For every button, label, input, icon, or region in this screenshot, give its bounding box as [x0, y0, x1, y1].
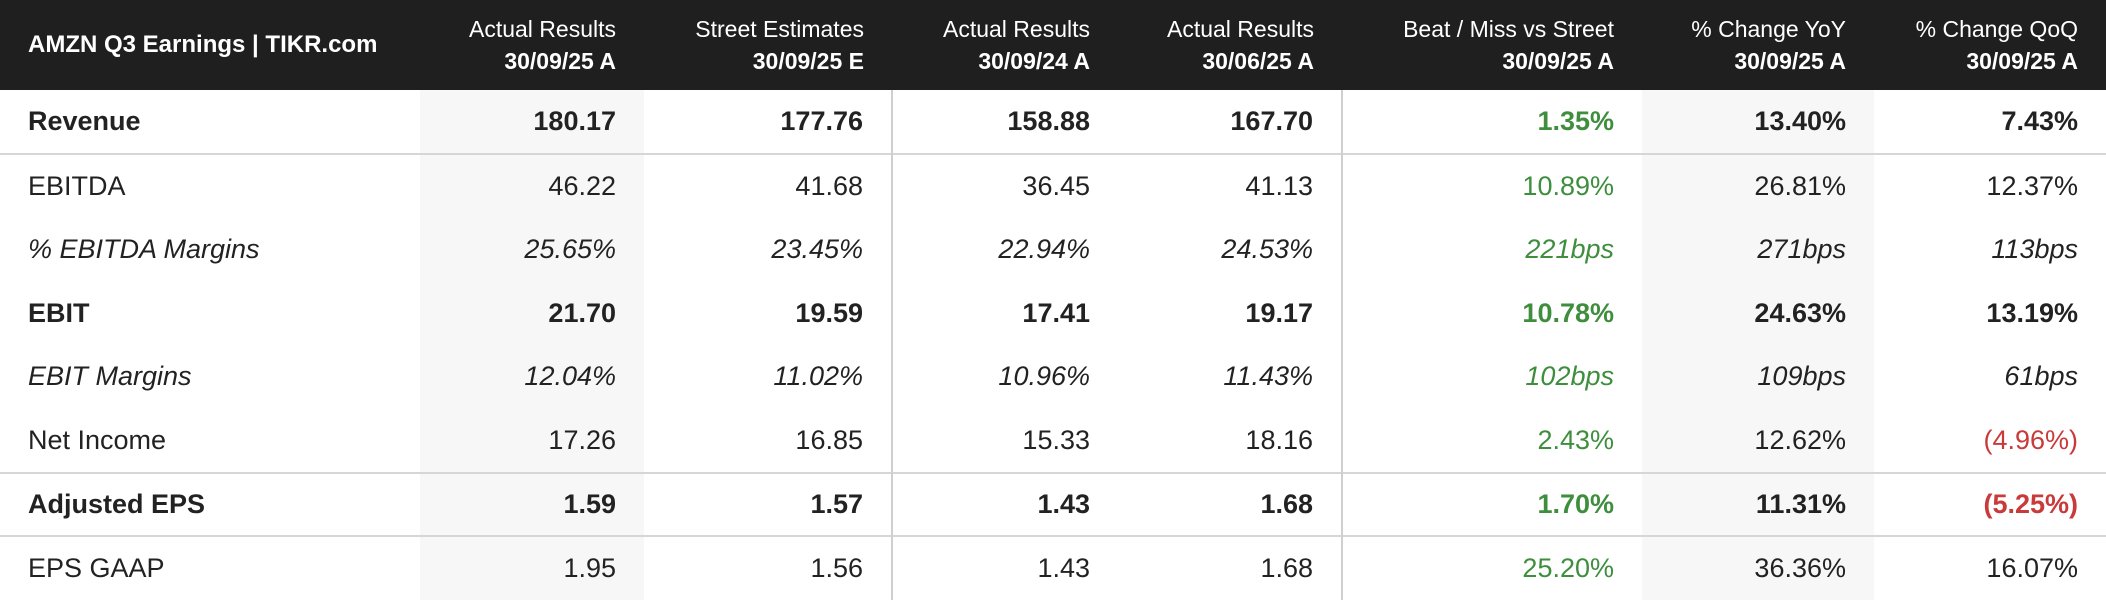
table-cell: 36.36% — [1642, 535, 1874, 600]
table-cell: 10.89% — [1341, 152, 1642, 218]
column-header-name: % Change YoY — [1691, 16, 1846, 42]
table-cell: 102bps — [1341, 345, 1642, 409]
table-cell: 25.20% — [1341, 535, 1642, 600]
table-row: EBIT 21.70 19.59 17.41 19.17 10.78% 24.63% 13.1… — [0, 281, 2106, 345]
column-header: Actual Results 30/06/25 A — [1118, 0, 1342, 90]
table-cell: 12.04% — [420, 345, 644, 409]
column-header-date: 30/09/25 E — [752, 48, 864, 74]
column-header-date: 30/09/24 A — [978, 48, 1090, 74]
table-cell: 1.95 — [420, 535, 644, 600]
table-cell: 11.02% — [773, 361, 863, 392]
table-cell: 16.85 — [795, 424, 863, 455]
column-header: % Change QoQ 30/09/25 A — [1874, 0, 2106, 90]
table-row: Adjusted EPS 1.59 1.57 1.43 1.68 1.70% 11.31%(… — [0, 471, 2106, 537]
table-cell: 25.65% — [420, 217, 644, 282]
table-cell: 18.16 — [1245, 424, 1313, 455]
column-header-name: % Change QoQ — [1915, 16, 2078, 42]
table-cell: (4.96%) — [1983, 424, 2078, 455]
table-cell: 16.07% — [1874, 535, 2106, 600]
table-row: Revenue 180.17 177.76 158.88 167.70 1.35% 13.4… — [0, 90, 2106, 154]
table-title: AMZN Q3 Earnings | TIKR.com — [28, 31, 378, 58]
table-cell: 19.59 — [795, 297, 863, 328]
table-cell: 177.76 — [780, 105, 863, 136]
table-cell: 23.45% — [771, 233, 863, 264]
column-header-name: Beat / Miss vs Street — [1403, 16, 1614, 42]
table-cell: 221bps — [1341, 217, 1642, 282]
column-header: % Change YoY 30/09/25 A — [1642, 0, 1874, 90]
table-row: Net Income 17.26 16.85 15.33 18.16 2.43% 12.62… — [0, 408, 2106, 473]
table-cell: 1.43 — [891, 535, 1118, 600]
table-cell: 10.96% — [891, 345, 1118, 409]
column-header-name: Street Estimates — [695, 16, 864, 42]
table-cell: 11.31% — [1642, 471, 1874, 537]
row-label: EBIT — [28, 297, 90, 328]
table-cell: 24.53% — [1221, 233, 1313, 264]
table-cell: 11.43% — [1223, 361, 1313, 392]
table-row: EBITDA 46.22 41.68 36.45 41.13 10.89% 26.81% 12… — [0, 152, 2106, 218]
table-cell: 113bps — [1991, 233, 2078, 264]
column-header-date: 30/09/25 A — [1966, 48, 2078, 74]
table-cell: 41.68 — [644, 152, 892, 218]
table-cell: 12.37% — [1874, 152, 2106, 218]
table-cell: (5.25%) — [1874, 471, 2106, 537]
table-cell: 21.70 — [420, 281, 644, 345]
column-header-name: Actual Results — [1166, 16, 1314, 42]
table-cell: 10.78% — [1341, 281, 1642, 345]
table-cell: 1.57 — [644, 471, 892, 537]
table-cell: 1.68 — [1118, 471, 1342, 537]
table-cell: 22.94% — [891, 217, 1118, 282]
table-cell: 1.35% — [1341, 90, 1642, 154]
column-header-name: Actual Results — [942, 16, 1090, 42]
table-cell: 24.63% — [1642, 281, 1874, 345]
table-cell: 1.68 — [1118, 535, 1342, 600]
table-cell: 17.41 — [891, 281, 1118, 345]
table-row: EPS GAAP 1.95 1.56 1.43 1.68 25.20% 36.36% 16.0… — [0, 535, 2106, 600]
table-cell: 180.17 — [420, 90, 644, 154]
column-header: Actual Results 30/09/25 A — [420, 0, 644, 90]
table-cell: 12.62% — [1642, 408, 1874, 473]
table-cell: 41.13 — [1118, 152, 1342, 218]
table-cell: 7.43% — [2001, 105, 2078, 136]
column-header-name: Actual Results — [468, 16, 616, 42]
row-label: EBITDA — [0, 152, 420, 218]
table-cell: 1.43 — [891, 471, 1118, 537]
table-cell: 271bps — [1642, 217, 1874, 282]
table-cell: 13.19% — [1986, 297, 2078, 328]
table-cell: 15.33 — [891, 408, 1118, 473]
table-cell: 158.88 — [891, 90, 1118, 154]
table-cell: 17.26 — [420, 408, 644, 473]
column-header: Beat / Miss vs Street 30/09/25 A — [1342, 0, 1642, 90]
table-cell: 46.22 — [420, 152, 644, 218]
table-row: EBIT Margins 12.04% 11.02% 10.96% 11.43% 102b… — [0, 345, 2106, 409]
row-label: Adjusted EPS — [0, 471, 420, 537]
column-header-date: 30/09/25 A — [1734, 48, 1846, 74]
table-cell: 61bps — [2004, 361, 2078, 392]
table-cell: 19.17 — [1245, 297, 1313, 328]
table-cell: 2.43% — [1341, 408, 1642, 473]
table-cell: 1.70% — [1341, 471, 1642, 537]
row-label: Net Income — [28, 424, 167, 455]
table-cell: 1.56 — [644, 535, 892, 600]
table-cell: 167.70 — [1230, 105, 1313, 136]
table-cell: 1.59 — [420, 471, 644, 537]
column-header-date: 30/06/25 A — [1202, 48, 1314, 74]
column-header-date: 30/09/25 A — [1502, 48, 1614, 74]
row-label: EBIT Margins — [28, 361, 192, 392]
table-cell: 13.40% — [1642, 90, 1874, 154]
row-label: Revenue — [28, 105, 141, 136]
row-label: EPS GAAP — [0, 535, 420, 600]
column-header: Street Estimates 30/09/25 E — [644, 0, 892, 90]
table-row: % EBITDA Margins 25.65% 23.45% 22.94% 24.53%… — [0, 217, 2106, 282]
column-header: Actual Results 30/09/24 A — [892, 0, 1118, 90]
table-cell: 26.81% — [1642, 152, 1874, 218]
header-row: AMZN Q3 Earnings | TIKR.com Actual Resul… — [0, 0, 2106, 90]
column-header-date: 30/09/25 A — [504, 48, 616, 74]
table-cell: 36.45 — [891, 152, 1118, 218]
row-label: % EBITDA Margins — [28, 233, 260, 264]
table-cell: 109bps — [1642, 345, 1874, 409]
